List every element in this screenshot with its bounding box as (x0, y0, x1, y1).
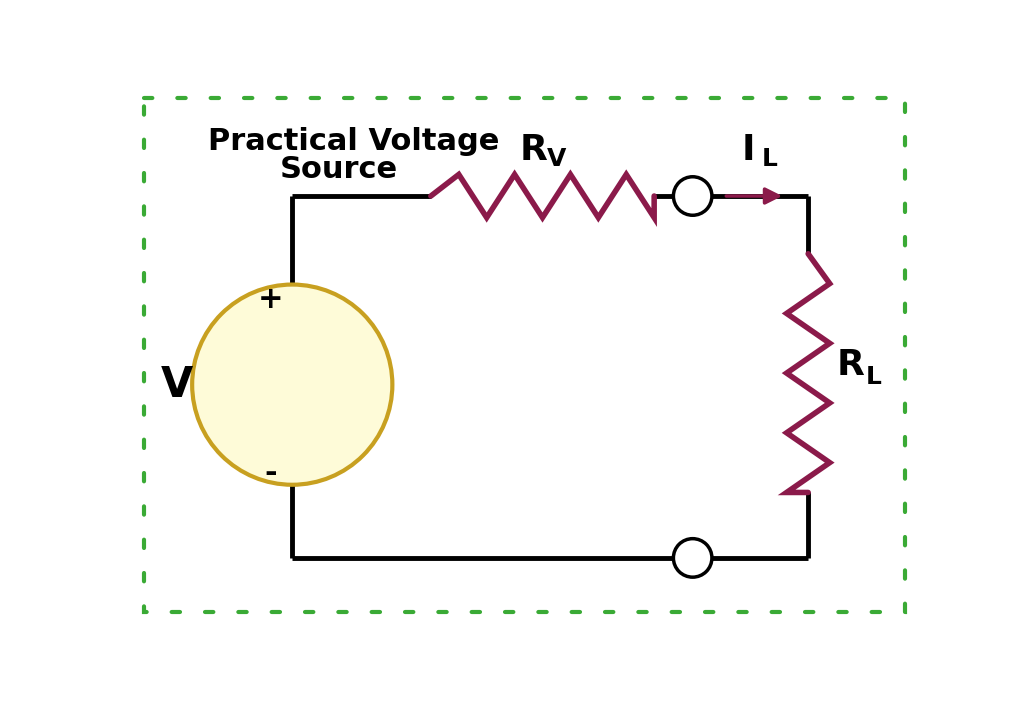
Text: L: L (762, 147, 777, 171)
Text: V: V (161, 363, 193, 406)
Text: I: I (741, 133, 755, 167)
Text: +: + (258, 285, 284, 314)
Text: R: R (519, 133, 547, 167)
Circle shape (674, 538, 712, 577)
Text: R: R (837, 349, 864, 382)
Text: -: - (264, 459, 278, 488)
Text: V: V (547, 147, 566, 171)
Circle shape (193, 285, 392, 485)
Text: Practical Voltage: Practical Voltage (208, 127, 500, 155)
Circle shape (674, 176, 712, 215)
Text: Source: Source (280, 155, 397, 184)
Text: L: L (865, 365, 882, 389)
